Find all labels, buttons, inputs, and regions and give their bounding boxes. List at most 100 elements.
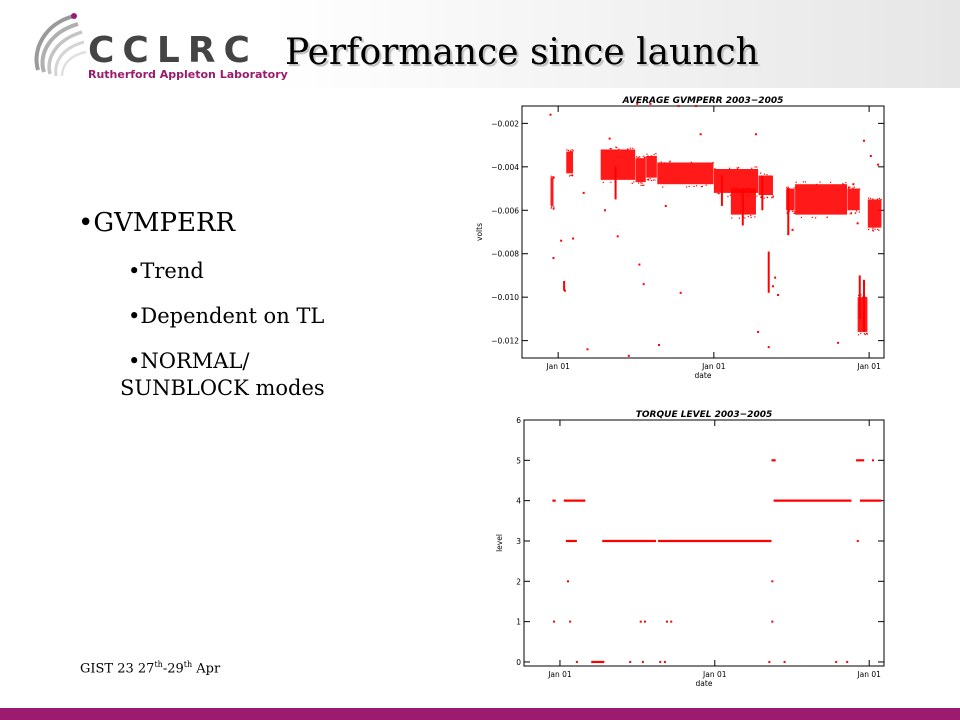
- torque-ytick-label: 0: [516, 658, 521, 667]
- gvmperr-data-point: [859, 188, 861, 190]
- bullet-text-normal: NORMAL/: [140, 349, 250, 373]
- gvmperr-ytick-label: −0.010: [491, 293, 519, 302]
- gvmperr-data-point: [654, 179, 656, 181]
- gvmperr-data-point: [793, 212, 795, 215]
- gvmperr-data-point: [772, 197, 774, 199]
- gvmperr-data-point: [794, 212, 796, 214]
- gvmperr-data-point: [867, 228, 870, 231]
- gvmperr-data-point: [616, 146, 618, 149]
- gvmperr-data-point: [641, 182, 643, 184]
- gvmperr-data-point: [852, 187, 854, 189]
- gvmperr-data-point: [872, 227, 874, 229]
- gvmperr-data-point: [766, 196, 768, 198]
- gvmperr-data-point: [627, 354, 630, 357]
- gvmperr-data-point: [738, 217, 741, 219]
- gvmperr-data-point: [550, 177, 552, 179]
- bullet-main: •GVMPERR: [78, 208, 236, 238]
- gvmperr-data-point: [615, 146, 617, 148]
- gvmperr-data-point: [568, 151, 570, 153]
- gvmperr-chart: AVERAGE GVMPERR 2003−2005 −0.002 −0.004 −0.…: [470, 92, 890, 384]
- gvmperr-data-band: [713, 169, 759, 193]
- gvmperr-chart-title: AVERAGE GVMPERR 2003−2005: [622, 96, 784, 106]
- gvmperr-data-point: [700, 186, 703, 188]
- bullet-text-dependent: Dependent on TL: [140, 304, 325, 328]
- gvmperr-data-point: [727, 195, 729, 198]
- gvmperr-data-point: [718, 193, 720, 195]
- gvmperr-data-point: [552, 208, 555, 210]
- bullet-text-sunblock: SUNBLOCK modes: [120, 376, 325, 400]
- gvmperr-data-point: [570, 174, 572, 176]
- torque-xaxis-label: date: [696, 679, 713, 688]
- gvmperr-data-point: [747, 215, 749, 218]
- gvmperr-data-point: [647, 155, 649, 157]
- gvmperr-xtick-label: Jan 01: [701, 362, 726, 371]
- torque-data-point: [771, 620, 774, 623]
- gvmperr-data-band: [566, 151, 574, 174]
- gvmperr-data-point: [856, 222, 859, 225]
- torque-data-point: [856, 539, 859, 542]
- gvmperr-data-point: [763, 197, 765, 199]
- gvmperr-data-point: [650, 155, 653, 157]
- torque-plot-frame: [523, 419, 885, 667]
- gvmperr-data-point: [804, 181, 806, 183]
- torque-data-point: [629, 660, 632, 663]
- gvmperr-data-point: [760, 172, 762, 174]
- gvmperr-ytick-label: −0.004: [491, 163, 519, 172]
- gvmperr-data-point: [760, 195, 762, 198]
- gvmperr-data-point: [638, 156, 640, 158]
- gvmperr-data-point: [738, 166, 740, 169]
- gvmperr-data-point: [794, 187, 796, 189]
- torque-data-point: [835, 660, 838, 663]
- torque-ytick-label: 4: [516, 497, 521, 506]
- gvmperr-data-point: [552, 176, 554, 178]
- gvmperr-data-point: [866, 333, 868, 335]
- gvmperr-data-point: [633, 181, 635, 183]
- gvmperr-data-point: [638, 263, 641, 266]
- gvmperr-data-point: [582, 191, 585, 194]
- gvmperr-data-point: [793, 210, 795, 213]
- gvmperr-data-point: [788, 210, 790, 212]
- gvmperr-ytick-label: −0.006: [491, 206, 519, 215]
- gvmperr-data-point: [811, 216, 813, 218]
- gvmperr-data-point: [746, 187, 748, 189]
- bullet-main-text: GVMPERR: [93, 208, 236, 238]
- gvmperr-data-point: [860, 294, 862, 296]
- gvmperr-data-point: [572, 237, 575, 240]
- gvmperr-data-point: [863, 139, 866, 142]
- gvmperr-data-point: [843, 183, 845, 185]
- gvmperr-data-point: [610, 181, 612, 183]
- footer-bar: [0, 708, 960, 720]
- gvmperr-data-point: [608, 137, 611, 140]
- gvmperr-data-point: [771, 285, 774, 288]
- gvmperr-data-point: [571, 148, 573, 151]
- gvmperr-data-point: [787, 233, 790, 236]
- gvmperr-xaxis-label: date: [695, 371, 712, 380]
- gvmperr-data-point: [849, 186, 851, 188]
- gvmperr-data-point: [570, 151, 572, 153]
- gvmperr-data-point: [609, 147, 611, 150]
- torque-ytick-label: 6: [516, 416, 521, 425]
- gvmperr-data-point: [679, 291, 682, 294]
- gvmperr-data-point: [553, 207, 555, 209]
- gvmperr-data-point: [880, 198, 882, 201]
- gvmperr-data-point: [602, 181, 604, 184]
- gvmperr-data-point: [650, 179, 653, 182]
- gvmperr-data-point: [699, 133, 702, 136]
- gvmperr-data-point: [786, 211, 788, 213]
- gvmperr-data-point: [750, 214, 752, 217]
- gvmperr-data-point: [756, 195, 758, 197]
- gvmperr-data-point: [572, 175, 574, 177]
- gvmperr-data-point: [772, 195, 775, 197]
- gvmperr-data-point: [858, 294, 860, 297]
- gvmperr-data-point: [862, 296, 864, 298]
- torque-xtick-label: Jan 01: [856, 670, 881, 679]
- gvmperr-data-point: [560, 239, 563, 242]
- gvmperr-chart-svg: AVERAGE GVMPERR 2003−2005 −0.002 −0.004 −0.…: [475, 96, 885, 380]
- gvmperr-data-point: [815, 183, 818, 186]
- gvmperr-data-point: [643, 156, 646, 158]
- gvmperr-data-point: [664, 204, 667, 207]
- torque-ytick-label: 3: [516, 537, 521, 546]
- gvmperr-data-point: [701, 185, 704, 187]
- gvmperr-data-point: [642, 283, 645, 286]
- gvmperr-data-point: [853, 186, 855, 188]
